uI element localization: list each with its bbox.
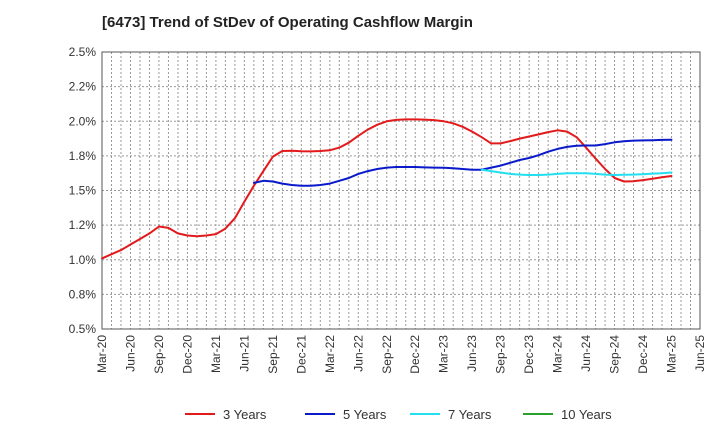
x-tick-label: Jun-24: [579, 335, 593, 372]
x-tick-label: Jun-23: [465, 335, 479, 372]
y-tick-label: 1.2%: [69, 218, 97, 232]
y-tick-label: 1.8%: [69, 149, 97, 163]
x-tick-label: Mar-24: [551, 335, 565, 373]
series-line-7-years: [480, 168, 673, 176]
y-tick-label: 2.2%: [69, 80, 97, 94]
x-tick-label: Mar-20: [95, 335, 109, 373]
plot-frame: [101, 51, 701, 330]
x-tick-label: Sep-21: [266, 335, 280, 374]
x-tick-label: Jun-25: [693, 335, 707, 372]
y-tick-label: 0.8%: [69, 287, 97, 301]
plot-background: [102, 52, 700, 329]
x-tick-label: Jun-20: [123, 335, 137, 372]
y-tick-label: 2.0%: [69, 114, 97, 128]
y-tick-label: 2.5%: [69, 45, 97, 59]
x-tick-label: Jun-22: [351, 335, 365, 372]
x-tick-label: Sep-22: [380, 335, 394, 374]
x-tick-label: Mar-23: [437, 335, 451, 373]
x-tick-label: Dec-21: [294, 335, 308, 374]
legend-label: 7 Years: [448, 407, 492, 422]
series-line-5-years: [252, 138, 673, 187]
axis-layer: 0.5% 0.8% 1.0% 1.2% 1.5% 1.8% 2.0% 2.2% 2.5% Mar-…: [69, 45, 707, 374]
x-tick-label: Sep-23: [494, 335, 508, 374]
x-tick-label: Sep-20: [152, 335, 166, 374]
series-line-3-years: [101, 118, 673, 260]
legend-label: 10 Years: [561, 407, 612, 422]
x-tick-label: Dec-20: [180, 335, 194, 374]
legend: 3 Years 5 Years 7 Years 10 Years: [185, 407, 612, 422]
x-tick-label: Mar-25: [665, 335, 679, 373]
x-tick-label: Mar-21: [209, 335, 223, 373]
x-tick-label: Dec-23: [522, 335, 536, 374]
y-tick-label: 1.0%: [69, 253, 97, 267]
x-tick-label: Sep-24: [608, 335, 622, 374]
y-tick-label: 0.5%: [69, 322, 97, 336]
x-tick-label: Dec-24: [636, 335, 650, 374]
y-tick-label: 1.5%: [69, 184, 97, 198]
chart-title: [6473] Trend of StDev of Operating Cashf…: [102, 14, 473, 31]
legend-label: 3 Years: [223, 407, 267, 422]
x-tick-label: Mar-22: [323, 335, 337, 373]
x-tick-label: Jun-21: [237, 335, 251, 372]
series-layer: [101, 118, 673, 260]
legend-label: 5 Years: [343, 407, 387, 422]
x-tick-label: Dec-22: [408, 335, 422, 374]
